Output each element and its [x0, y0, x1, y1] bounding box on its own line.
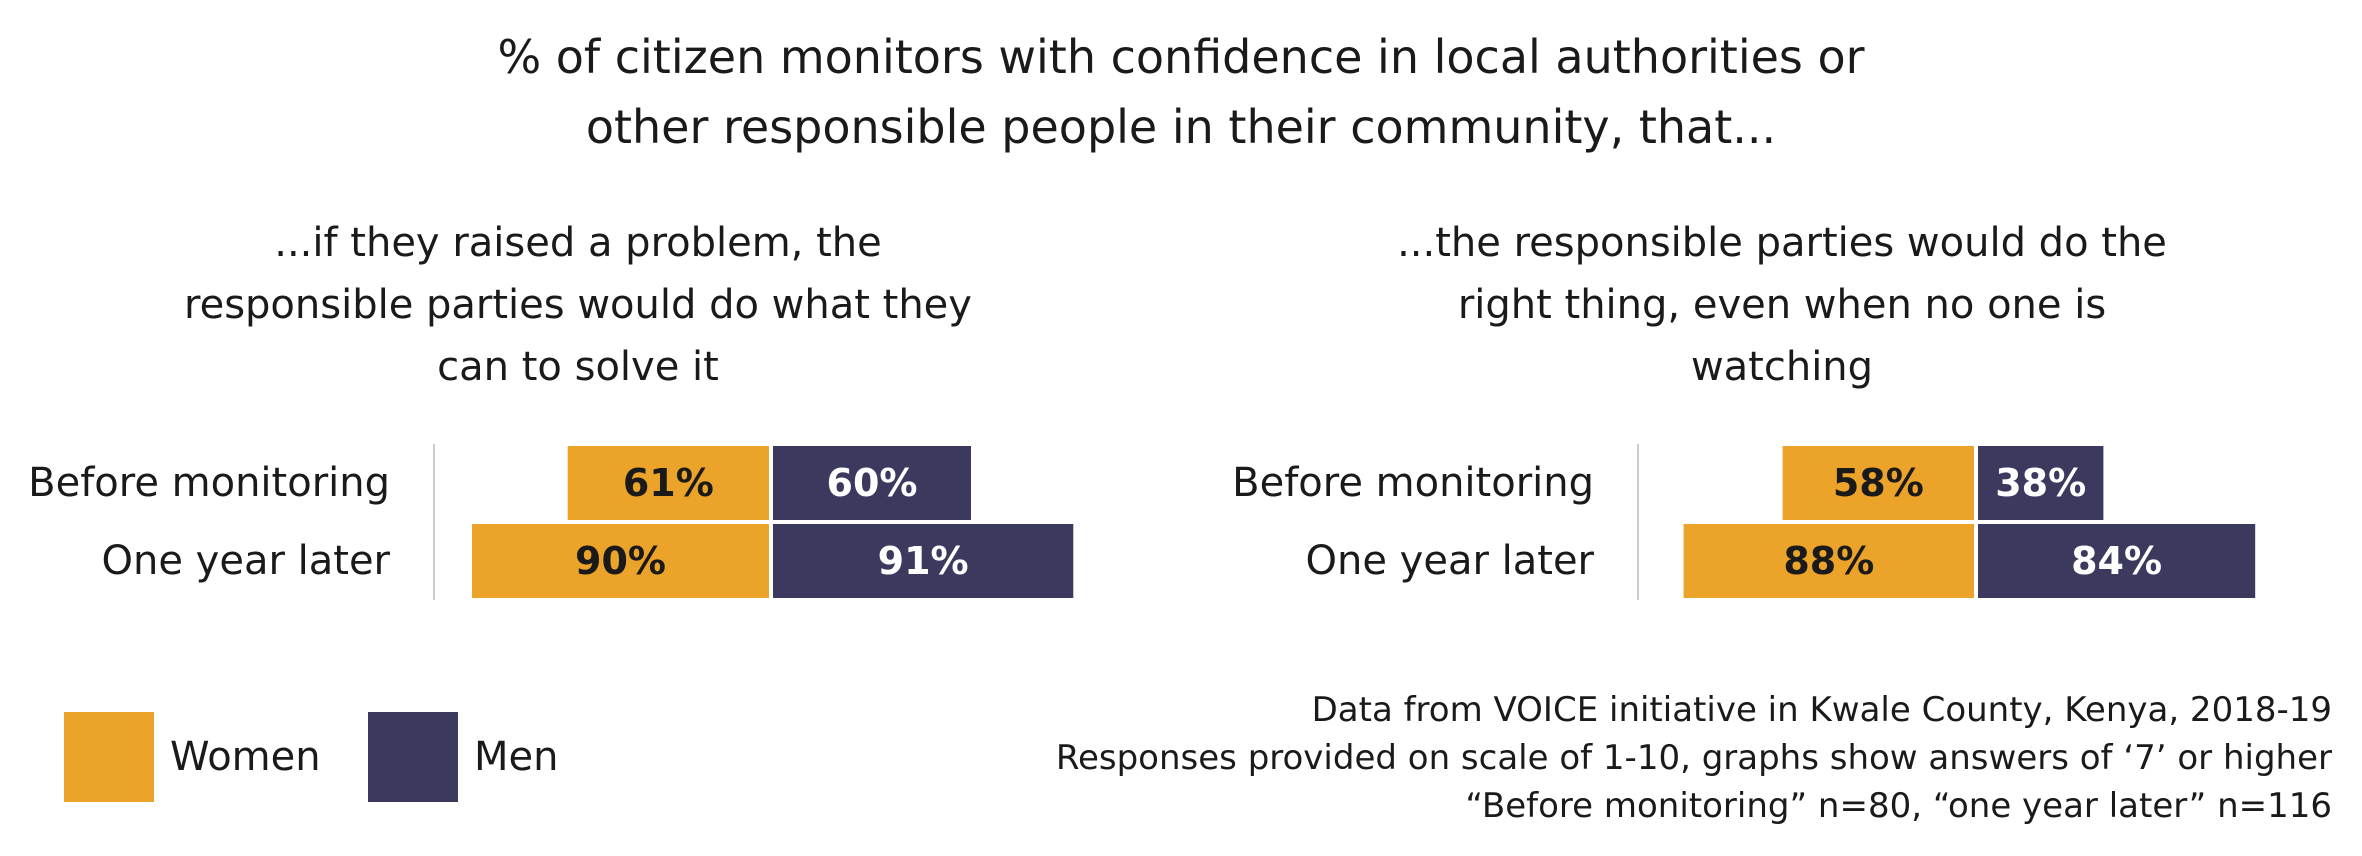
source-notes: Data from VOICE initiative in Kwale Coun…	[1056, 686, 2332, 830]
right-chart-title-line-2: right thing, even when no one is	[1457, 282, 2107, 328]
left-chart-bar-women	[567, 446, 769, 520]
left-chart-category-label: One year later	[102, 538, 391, 584]
legend-men-swatch	[368, 712, 458, 802]
right-chart-title-line-3: watching	[1690, 344, 1874, 390]
left-chart-value-men: 60%	[827, 461, 918, 505]
left-chart-title-line-3: can to solve it	[437, 344, 719, 390]
right-chart-bar-women	[1683, 524, 1974, 598]
left-chart-value-women: 90%	[575, 539, 666, 583]
left-chart-bar-men	[773, 524, 1074, 598]
source-note-2: Responses provided on scale of 1-10, gra…	[1055, 738, 2332, 778]
right-chart-category-label: Before monitoring	[1232, 460, 1594, 506]
right-chart-value-men: 84%	[2071, 539, 2162, 583]
left-chart-value-men: 91%	[878, 539, 969, 583]
right-chart-value-women: 88%	[1783, 539, 1874, 583]
left-chart-title-line-2: responsible parties would do what they	[184, 282, 972, 328]
legend-women-label: Women	[170, 734, 321, 780]
main-title-line-1: % of citizen monitors with confidence in…	[497, 30, 1865, 84]
legend-women: Women	[64, 712, 321, 802]
left-chart-bar-women	[472, 524, 769, 598]
chart-main-title: % of citizen monitors with confidence in…	[0, 22, 2362, 162]
right-chart-bar-men	[1978, 446, 2104, 520]
right-chart-value-men: 38%	[1995, 461, 2086, 505]
left-chart-bar-men	[773, 446, 971, 520]
source-note-1: Data from VOICE initiative in Kwale Coun…	[1311, 690, 2332, 730]
legend-men-label: Men	[474, 734, 559, 780]
right-chart-bar-women	[1782, 446, 1974, 520]
right-chart-value-women: 58%	[1833, 461, 1924, 505]
main-title-line-2: other responsible people in their commun…	[585, 100, 1777, 154]
left-chart-value-women: 61%	[623, 461, 714, 505]
right-chart-category-label: One year later	[1306, 538, 1595, 584]
right-chart-title-line-1: ...the responsible parties would do the	[1397, 220, 2167, 266]
source-note-3: “Before monitoring” n=80, “one year late…	[1465, 786, 2332, 826]
left-chart-title-line-1: ...if they raised a problem, the	[274, 220, 882, 266]
legend-women-swatch	[64, 712, 154, 802]
legend-men: Men	[368, 712, 558, 802]
right-chart-bar-men	[1978, 524, 2256, 598]
left-chart-category-label: Before monitoring	[28, 460, 390, 506]
right-chart-title: ...the responsible parties would do the …	[1302, 212, 2262, 398]
left-chart-title: ...if they raised a problem, the respons…	[98, 212, 1058, 398]
